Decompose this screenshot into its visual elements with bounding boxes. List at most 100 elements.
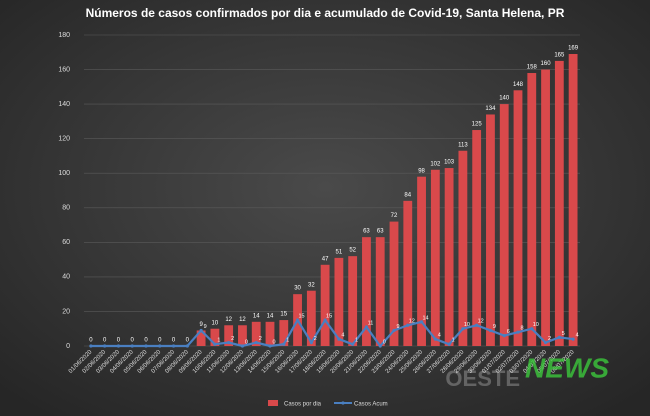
y-tick-label: 0 — [66, 343, 70, 350]
bar-label: 0 — [172, 338, 176, 344]
line-label: 4 — [438, 333, 441, 339]
bar — [334, 257, 344, 346]
y-tick-label: 160 — [58, 66, 70, 73]
bar — [513, 90, 523, 347]
bar — [224, 325, 234, 346]
line-marker — [254, 340, 258, 345]
line-label: 14 — [422, 315, 428, 321]
line-marker — [502, 334, 506, 338]
bar-label: 15 — [280, 312, 287, 318]
line-marker — [557, 335, 561, 339]
line-marker — [185, 344, 189, 348]
bar — [348, 256, 358, 346]
line-marker — [323, 318, 327, 322]
bar — [554, 60, 564, 347]
line-marker — [282, 342, 286, 346]
y-tick-label: 60 — [62, 239, 70, 246]
line-marker — [419, 320, 424, 324]
line-marker — [171, 344, 176, 348]
line-label: 8 — [520, 326, 523, 332]
line-marker — [89, 344, 93, 348]
watermark: OESTE — [445, 366, 520, 391]
bar — [430, 169, 440, 346]
chart-title: Números de casos confirmados por dia e a… — [86, 6, 565, 20]
line-label: 12 — [409, 319, 415, 325]
line-label: 0 — [272, 339, 275, 345]
bar-label: 169 — [568, 46, 579, 52]
line-label: 12 — [478, 319, 484, 325]
line-label: 1 — [217, 338, 220, 344]
line-label: 9 — [493, 324, 496, 330]
line-label: 0 — [245, 339, 248, 345]
line — [90, 317, 574, 348]
line-label: 5 — [562, 331, 565, 337]
line-marker — [516, 330, 520, 334]
line-marker — [295, 318, 300, 322]
bar — [375, 237, 385, 346]
line-label: 6 — [507, 329, 510, 335]
line-label: 2 — [231, 336, 234, 342]
line-marker — [488, 328, 493, 333]
bar — [362, 237, 371, 346]
line-label: 11 — [368, 320, 374, 326]
bar — [306, 290, 316, 346]
bar — [417, 176, 426, 346]
bar-label: 12 — [239, 317, 246, 323]
bar-label: 0 — [103, 338, 107, 344]
bar-label: 148 — [513, 82, 524, 88]
legend-label: Casos Acum — [354, 402, 388, 408]
line-label: 4 — [341, 333, 344, 339]
line-marker — [543, 340, 548, 345]
bar-label: 0 — [186, 338, 190, 344]
bar — [210, 328, 220, 346]
line-label: 0 — [383, 339, 386, 345]
line-label: 10 — [464, 322, 470, 328]
bar — [541, 69, 550, 347]
line-marker — [144, 344, 148, 348]
bar-label: 0 — [131, 338, 135, 344]
line-marker — [571, 337, 575, 341]
y-tick-label: 20 — [62, 308, 70, 315]
bar — [196, 330, 206, 346]
y-tick-label: 40 — [62, 274, 70, 281]
line-marker — [392, 328, 396, 333]
line-marker — [103, 344, 107, 348]
bar — [251, 321, 261, 346]
line-marker — [268, 344, 272, 348]
line-marker — [433, 337, 437, 341]
bar — [444, 168, 454, 346]
bar-label: 51 — [336, 249, 343, 255]
line-marker — [199, 328, 203, 333]
bar — [486, 114, 495, 346]
legend-label: Casos por dia — [284, 402, 322, 408]
line-label: 2 — [259, 336, 262, 342]
line-label: 15 — [298, 314, 304, 320]
bar-label: 72 — [391, 213, 398, 219]
bar-label: 158 — [527, 65, 538, 71]
bar-label: 98 — [418, 168, 425, 174]
line-label: 4 — [576, 333, 579, 339]
bar — [458, 150, 468, 346]
line-marker — [309, 340, 313, 345]
bar-label: 30 — [294, 286, 301, 292]
bar-label: 103 — [444, 160, 455, 166]
line-marker — [337, 337, 341, 341]
bar — [389, 221, 399, 346]
bar-label: 125 — [472, 122, 483, 128]
legend-swatch — [341, 401, 345, 405]
line-marker — [530, 327, 534, 331]
line-marker — [227, 340, 231, 345]
bar-label: 47 — [322, 256, 329, 262]
bar — [403, 200, 413, 346]
bar-label: 160 — [541, 61, 552, 67]
bar-label: 0 — [144, 338, 148, 344]
y-tick-label: 100 — [58, 170, 70, 177]
bar-label: 63 — [377, 229, 384, 235]
line-label: 10 — [533, 322, 539, 328]
bar-label: 10 — [212, 320, 219, 326]
y-tick-label: 180 — [58, 32, 70, 39]
bar-label: 0 — [158, 338, 162, 344]
bar-label: 102 — [430, 161, 441, 167]
bar-label: 63 — [363, 229, 370, 235]
